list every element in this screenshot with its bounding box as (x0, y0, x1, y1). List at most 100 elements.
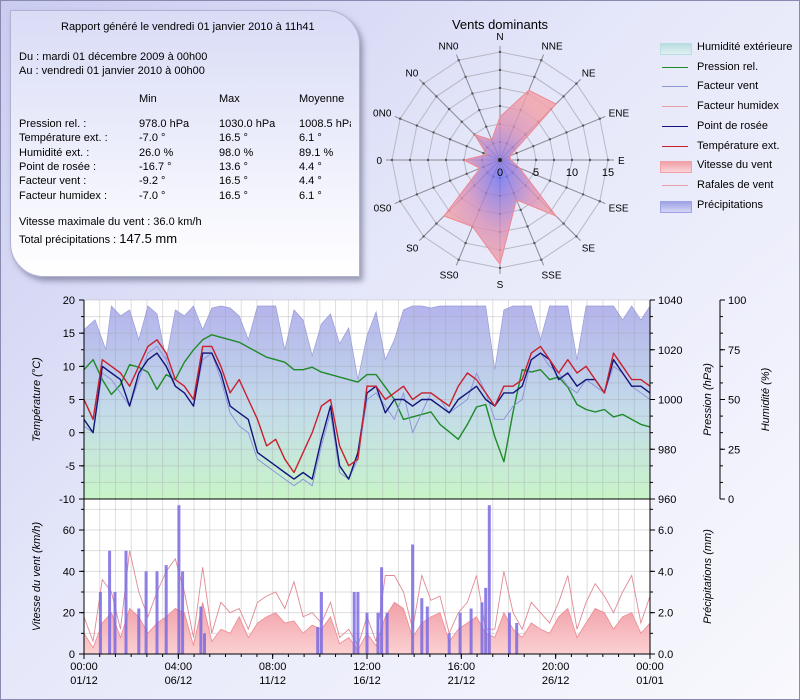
stat-max: 16.5 ° (219, 132, 248, 145)
x-tick-date: 21/12 (448, 675, 476, 687)
rose-radial-label: 10 (566, 167, 578, 179)
report-to: Au : vendredi 01 janvier 2010 à 00h00 (19, 65, 205, 77)
rose-tick (565, 131, 568, 134)
legend-label: Vitesse du vent (697, 159, 773, 172)
rain-bar (181, 571, 185, 654)
x-tick-time: 20:00 (542, 661, 570, 673)
rose-tick (533, 241, 536, 245)
stat-avg: 4.4 ° (299, 160, 322, 173)
rain-bar (385, 612, 389, 654)
rain-bar (425, 606, 429, 654)
rose-direction-label: NNE (542, 41, 563, 52)
rose-tick (581, 193, 585, 196)
rain-bar (411, 544, 415, 654)
rose-tick (415, 124, 419, 127)
stat-avg: 1008.5 hPa (299, 118, 351, 130)
rose-tick (598, 117, 601, 120)
x-tick-date: 01/01 (636, 675, 664, 687)
rose-tick (548, 138, 552, 141)
legend-label: Humidité extérieure (697, 41, 793, 53)
rose-tick (422, 235, 425, 238)
rose-tick (575, 235, 578, 238)
max-wind: Vitesse maximale du vent : 36.0 km/h (19, 216, 202, 228)
rose-tick (548, 179, 552, 182)
rose-direction-label: ESE (609, 204, 629, 215)
legend-swatch (662, 106, 688, 108)
x-tick-date: 01/12 (70, 675, 98, 687)
report-title: Rapport généré le vendredi 01 janvier 20… (61, 21, 315, 33)
rose-tick (532, 145, 535, 148)
stat-min: -7.0 ° (139, 189, 166, 202)
stat-label: Température ext. : (19, 132, 108, 145)
y-tick-label: 5 (69, 395, 75, 407)
rose-tick (570, 158, 574, 162)
rain-bar (376, 612, 380, 654)
stat-label: Pression rel. : (19, 118, 87, 130)
y-axis-title-rain: Précipitations (mm) (702, 529, 714, 624)
y-axis-title-wind: Vitesse du vent (km/h) (31, 522, 43, 632)
x-tick-date: 26/12 (542, 675, 570, 687)
rose-direction-label: S (497, 280, 504, 291)
rain-bar (515, 623, 519, 654)
rose-radial-label: 0 (497, 167, 503, 179)
legend-swatch (662, 125, 688, 127)
legend-swatch (660, 43, 692, 55)
rose-center (498, 158, 502, 162)
y-axis-title-pressure: Pression (hPa) (702, 363, 714, 436)
y2-tick-label: 960 (658, 494, 676, 506)
rain-bar (458, 612, 462, 654)
total-rain-label: Total précipitations : (19, 234, 117, 246)
legend-swatch (662, 66, 688, 68)
rain-bar (144, 571, 148, 654)
rose-tick (432, 131, 435, 134)
rose-direction-label: 0S0 (374, 204, 392, 215)
stat-avg: 4.4 ° (299, 175, 322, 188)
total-rain: Total précipitations : 147.5 mm (19, 231, 177, 246)
series-point-de-ros-e (83, 352, 651, 480)
rose-tick (432, 186, 435, 189)
legend-swatch (660, 200, 692, 213)
rose-direction-label: SS0 (440, 271, 459, 282)
rain-bar (199, 606, 203, 654)
legend-label: Facteur humidex (697, 100, 779, 113)
rain-bar (203, 633, 206, 654)
rose-tick (422, 82, 425, 85)
legend-swatch (662, 86, 688, 88)
x-tick-time: 00:00 (70, 661, 98, 673)
rose-tick (498, 86, 502, 90)
rain-bar (108, 550, 112, 654)
stat-max: 98.0 % (219, 146, 254, 159)
y-axis-title-temperature: Température (°C) (31, 357, 43, 442)
report-panel: Rapport généré le vendredi 01 janvier 20… (10, 10, 360, 277)
rose-tick (435, 95, 438, 98)
y3-tick-label: 25 (728, 444, 740, 456)
y-tick-label: 60 (63, 525, 75, 537)
rain-bar (380, 567, 384, 654)
rose-tick (588, 158, 592, 162)
rose-tick (448, 179, 452, 182)
rain-bar (480, 602, 484, 654)
stat-avg: 6.1 ° (299, 132, 322, 145)
stat-min: 978.0 hPa (139, 118, 190, 130)
y3-tick-label: 0 (728, 494, 734, 506)
rose-tick (390, 158, 394, 162)
total-rain-value: 147.5 mm (119, 231, 178, 246)
stat-label: Humidité ext. : (19, 146, 90, 159)
y2-tick-label: 1000 (658, 395, 682, 407)
rose-tick (464, 241, 467, 245)
rose-tick (465, 172, 468, 175)
rain-bar (124, 550, 128, 654)
rose-tick (482, 151, 485, 155)
rose-tick (540, 258, 543, 261)
y-tick-label: -5 (65, 461, 75, 473)
rose-direction-label: E (618, 156, 625, 167)
legend-label: Facteur vent (697, 80, 759, 93)
y-tick-label: 0 (69, 428, 75, 440)
legend-swatch (662, 184, 688, 186)
rose-tick (399, 117, 402, 120)
rose-radial-label: 5 (533, 167, 539, 179)
rain-bar (352, 592, 356, 654)
rose-tick (562, 222, 565, 225)
y-tick-label: 15 (63, 328, 75, 340)
series-temp-rature-ext- (83, 339, 651, 474)
